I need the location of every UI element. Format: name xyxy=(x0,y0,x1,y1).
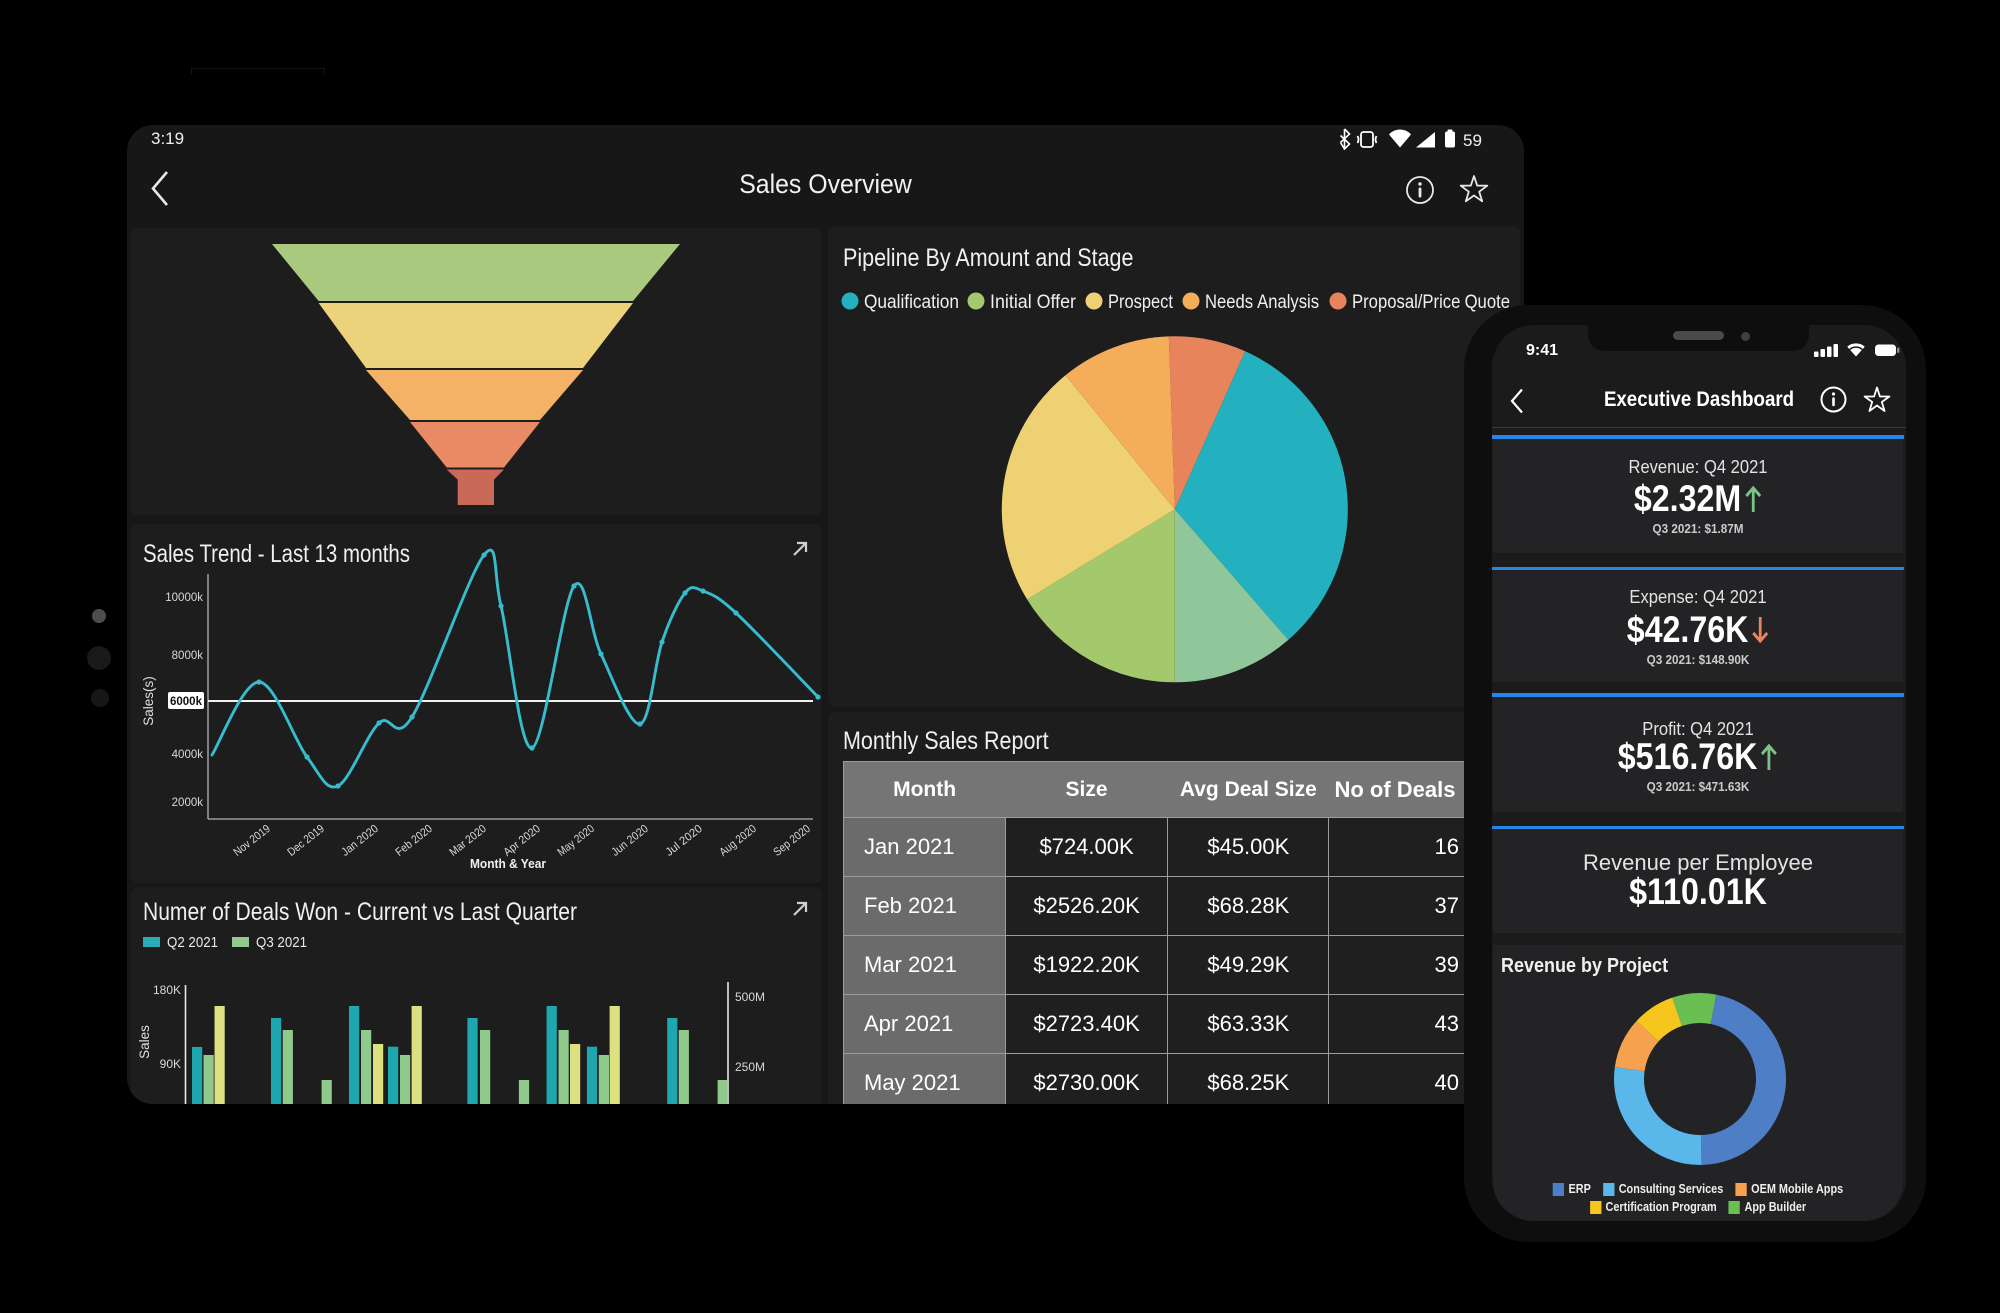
svg-text:Jan 2020: Jan 2020 xyxy=(340,823,381,859)
svg-text:Dec 2019: Dec 2019 xyxy=(286,823,327,859)
svg-text:Qualification: Qualification xyxy=(864,292,959,313)
svg-text:Numer of Deals Won - Current: Numer of Deals Won - Current vs Last Qua… xyxy=(143,898,577,926)
svg-text:Initial Offer: Initial Offer xyxy=(990,292,1077,313)
svg-text:Month & Year: Month & Year xyxy=(470,857,546,871)
svg-text:Sep 2020: Sep 2020 xyxy=(772,823,813,859)
svg-text:8000k: 8000k xyxy=(172,650,204,662)
svg-text:4000k: 4000k xyxy=(172,749,204,761)
svg-text:250M: 250M xyxy=(735,1060,765,1074)
svg-text:Sales Trend - Last 13 months: Sales Trend - Last 13 months xyxy=(143,540,410,568)
svg-text:Apr 2020: Apr 2020 xyxy=(502,823,543,859)
svg-text:Nov 2019: Nov 2019 xyxy=(232,823,273,859)
svg-text:Sales: Sales xyxy=(137,1025,152,1059)
svg-text:Mar 2020: Mar 2020 xyxy=(448,823,489,859)
svg-text:Jul 2020: Jul 2020 xyxy=(664,823,705,859)
svg-text:10000k: 10000k xyxy=(165,592,203,604)
svg-text:6000k: 6000k xyxy=(170,696,203,708)
svg-text:Proposal/Price Quote: Proposal/Price Quote xyxy=(1352,292,1510,313)
svg-text:90K: 90K xyxy=(160,1057,181,1071)
svg-text:59: 59 xyxy=(1463,131,1482,150)
svg-text:Feb 2020: Feb 2020 xyxy=(394,823,435,859)
svg-text:500M: 500M xyxy=(735,990,765,1004)
svg-text:Prospect: Prospect xyxy=(1108,292,1174,313)
svg-text:Sales(s): Sales(s) xyxy=(141,676,156,726)
svg-text:Q2 2021: Q2 2021 xyxy=(167,934,218,951)
svg-text:180K: 180K xyxy=(153,983,181,997)
svg-text:Aug 2020: Aug 2020 xyxy=(718,823,759,859)
svg-text:2000k: 2000k xyxy=(172,797,204,809)
svg-text:May 2020: May 2020 xyxy=(556,823,597,859)
svg-text:Needs Analysis: Needs Analysis xyxy=(1205,292,1319,313)
svg-text:Q3 2021: Q3 2021 xyxy=(256,934,307,951)
svg-text:Jun 2020: Jun 2020 xyxy=(610,823,651,859)
